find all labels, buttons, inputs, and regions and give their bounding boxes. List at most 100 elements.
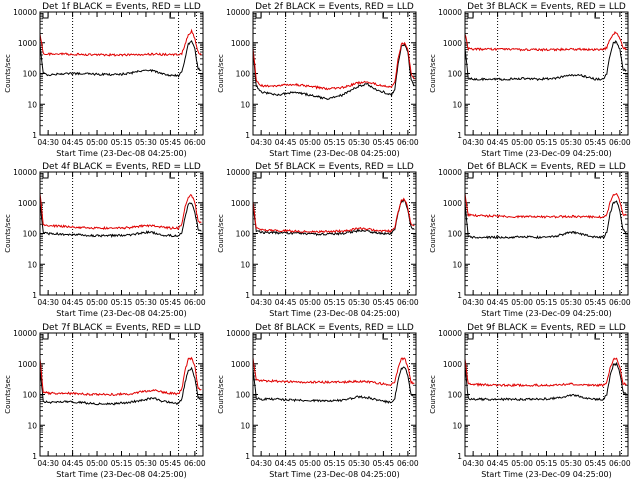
y-tick-label: 10000: [13, 8, 37, 17]
y-tick-label: 100: [236, 230, 251, 239]
x-tick-label: 05:30: [348, 138, 370, 147]
x-tick-label: 04:30: [250, 138, 272, 147]
x-axis-label: Start Time (23-Dec-09 04:25:00): [481, 470, 612, 479]
x-tick-label: 04:45: [487, 459, 509, 468]
events-series-line: [464, 39, 627, 82]
x-axis-label: Start Time (23-Dec-08 04:25:00): [269, 309, 400, 318]
y-axis-label: Counts/sec: [429, 375, 437, 414]
plot-frame: [39, 11, 204, 136]
y-axis-label: Counts/sec: [4, 54, 12, 93]
plot-frame: [464, 171, 629, 296]
y-tick-label: 10000: [13, 168, 37, 177]
x-tick-label: 05:15: [111, 138, 133, 147]
panel-title: Det 9f BLACK = Events, RED = LLD: [467, 323, 626, 333]
x-tick-label: 06:00: [609, 459, 631, 468]
corner-marker: [594, 173, 600, 179]
y-tick-label: 10000: [226, 168, 250, 177]
x-tick-label: 04:45: [487, 138, 509, 147]
detector-panel-9: Det 9f BLACK = Events, RED = LLD Counts/s…: [429, 323, 631, 479]
corner-marker: [255, 173, 262, 179]
events-series-line: [464, 200, 627, 240]
x-tick-label: 05:30: [135, 459, 157, 468]
x-tick-label: 05:45: [585, 298, 607, 307]
y-tick-label: 10000: [438, 329, 462, 338]
y-tick-label: 1000: [443, 199, 462, 208]
corner-marker: [467, 334, 474, 340]
x-tick-label: 05:45: [373, 138, 395, 147]
y-tick-label: 1000: [443, 39, 462, 48]
y-axis-label: Counts/sec: [429, 214, 437, 253]
x-tick-label: 05:00: [299, 298, 321, 307]
detector-panel-4: Det 4f BLACK = Events, RED = LLD Counts/s…: [4, 162, 206, 318]
y-tick-label: 10000: [438, 8, 462, 17]
x-tick-label: 06:00: [609, 138, 631, 147]
corner-marker: [467, 173, 474, 179]
x-tick-label: 05:00: [511, 459, 533, 468]
events-series-line: [252, 198, 415, 237]
x-tick-label: 04:30: [462, 459, 484, 468]
plot-frame: [39, 332, 204, 457]
y-tick-label: 100: [23, 70, 38, 79]
y-axis-label: Counts/sec: [4, 375, 12, 414]
corner-marker: [382, 334, 388, 340]
events-series-line: [464, 361, 627, 402]
y-tick-label: 1000: [18, 199, 37, 208]
x-axis-label: Start Time (23-Dec-08 04:25:00): [269, 470, 400, 479]
x-tick-label: 06:00: [397, 459, 419, 468]
x-tick-label: 05:45: [585, 459, 607, 468]
lld-series-line: [252, 197, 415, 234]
plot-frame: [464, 332, 629, 457]
lld-series-line: [252, 41, 415, 91]
x-tick-label: 04:45: [275, 138, 297, 147]
x-tick-label: 05:30: [560, 138, 582, 147]
x-tick-label: 05:00: [299, 459, 321, 468]
y-tick-label: 1: [245, 131, 250, 140]
x-axis-label: Start Time (23-Dec-08 04:25:00): [56, 149, 187, 158]
x-tick-label: 04:45: [62, 298, 84, 307]
corner-marker: [42, 13, 49, 19]
corner-marker: [169, 173, 175, 179]
y-tick-label: 10: [240, 260, 250, 269]
y-tick-label: 10: [240, 421, 250, 430]
lld-series-line: [464, 30, 627, 52]
y-tick-label: 1: [32, 291, 37, 300]
x-tick-label: 06:00: [609, 298, 631, 307]
y-axis-label: Counts/sec: [217, 375, 225, 414]
detector-panel-2: Det 2f BLACK = Events, RED = LLD Counts/s…: [217, 2, 419, 158]
y-tick-label: 10000: [226, 329, 250, 338]
y-tick-label: 10: [27, 260, 37, 269]
x-tick-label: 05:15: [111, 459, 133, 468]
detector-panel-5: Det 5f BLACK = Events, RED = LLD Counts/s…: [217, 162, 419, 318]
x-tick-label: 06:00: [397, 298, 419, 307]
x-axis-label: Start Time (23-Dec-08 04:25:00): [56, 470, 187, 479]
y-axis-label: Counts/sec: [4, 214, 12, 253]
panel-title: Det 4f BLACK = Events, RED = LLD: [42, 162, 201, 172]
y-tick-label: 1000: [231, 360, 250, 369]
corner-marker: [594, 13, 600, 19]
x-tick-label: 05:30: [560, 298, 582, 307]
panel-title: Det 2f BLACK = Events, RED = LLD: [255, 2, 414, 12]
y-axis-label: Counts/sec: [429, 54, 437, 93]
events-series-line: [39, 39, 202, 78]
x-tick-label: 04:45: [62, 138, 84, 147]
y-tick-label: 100: [448, 230, 463, 239]
x-tick-label: 06:00: [397, 138, 419, 147]
y-tick-label: 1: [457, 452, 462, 461]
x-tick-label: 05:45: [160, 459, 182, 468]
x-tick-label: 04:30: [37, 298, 59, 307]
y-tick-label: 1: [457, 291, 462, 300]
y-tick-label: 10: [27, 100, 37, 109]
x-tick-label: 05:45: [585, 138, 607, 147]
plot-frame: [464, 11, 629, 136]
y-tick-label: 10: [452, 421, 462, 430]
x-tick-label: 05:15: [111, 298, 133, 307]
y-tick-label: 1000: [231, 199, 250, 208]
x-tick-label: 04:45: [275, 459, 297, 468]
x-tick-label: 05:30: [560, 459, 582, 468]
detector-panel-1: Det 1f BLACK = Events, RED = LLD Counts/s…: [4, 2, 206, 158]
events-series-line: [39, 366, 202, 406]
detector-panel-3: Det 3f BLACK = Events, RED = LLD Counts/s…: [429, 2, 631, 158]
x-tick-label: 05:30: [348, 298, 370, 307]
x-tick-label: 05:45: [373, 298, 395, 307]
x-tick-label: 06:00: [184, 459, 206, 468]
